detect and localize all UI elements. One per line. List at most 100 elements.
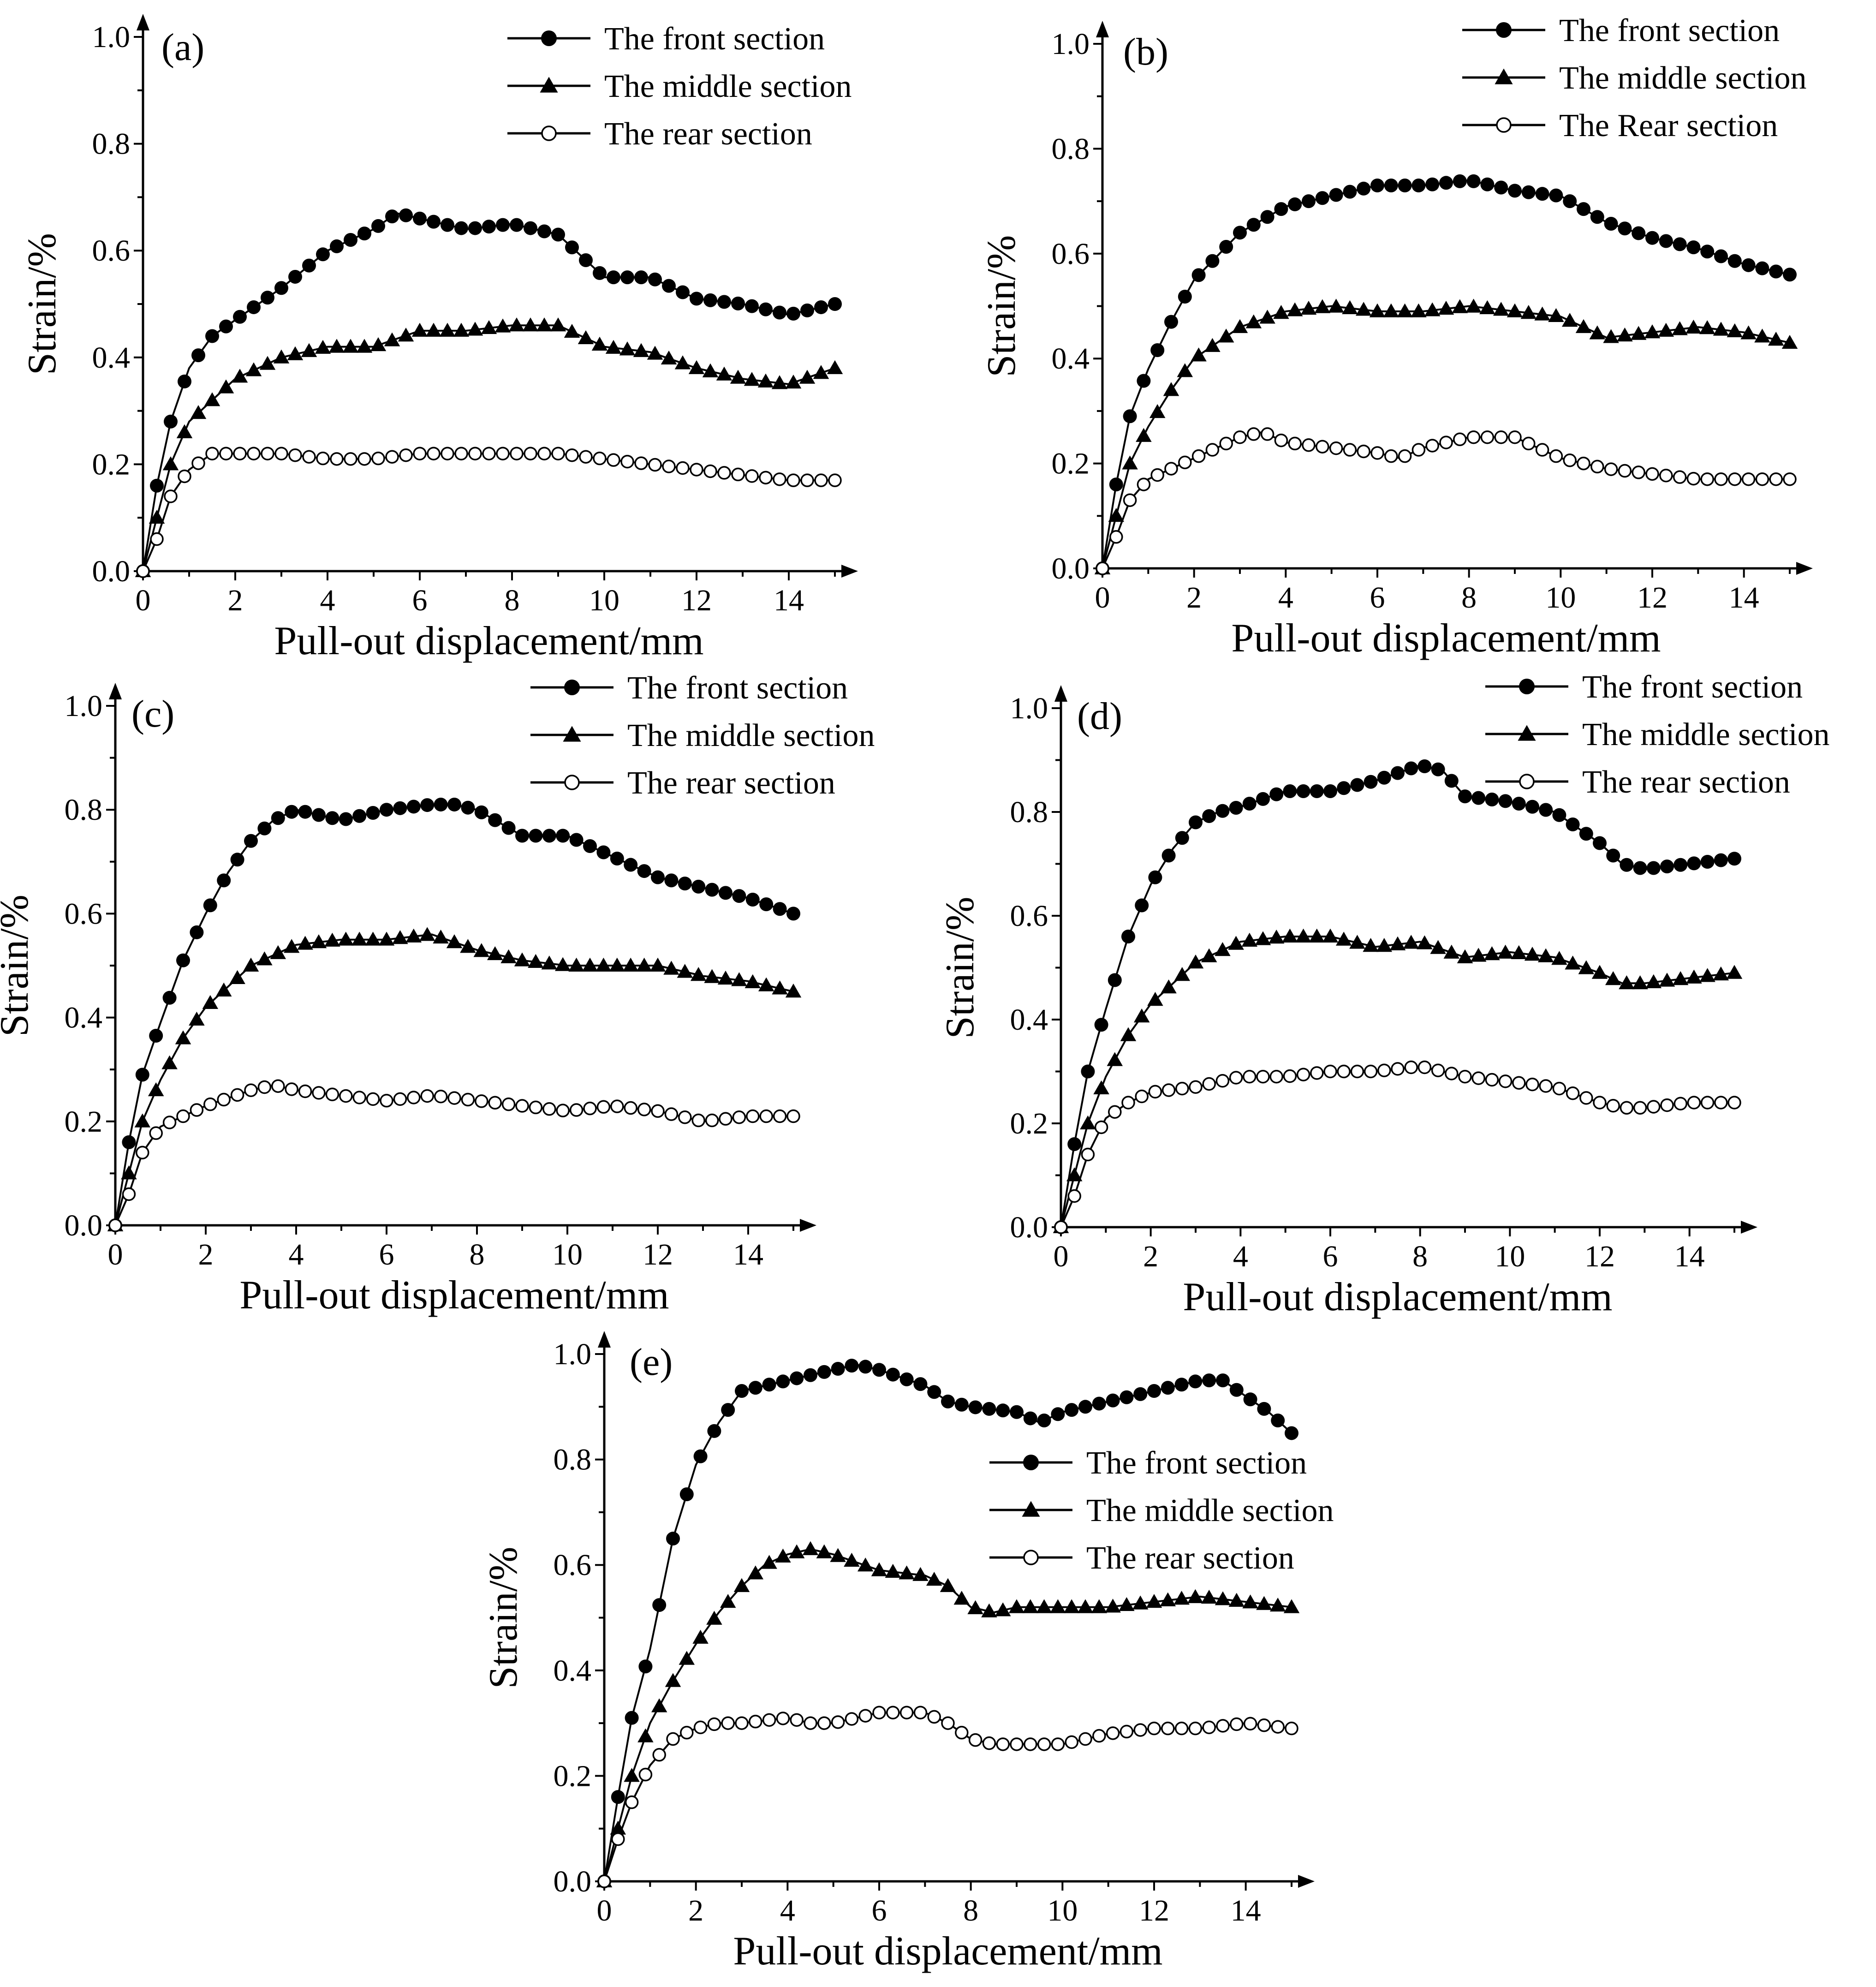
series-2	[597, 1706, 1298, 1888]
legend-label: The middle section	[1559, 60, 1807, 96]
data-point	[1686, 240, 1701, 255]
data-point	[1160, 1592, 1176, 1606]
data-point	[1740, 325, 1757, 340]
data-point	[1350, 778, 1364, 792]
legend-label: The front section	[604, 21, 825, 57]
data-point	[638, 1659, 653, 1674]
data-point	[219, 319, 233, 334]
data-point	[788, 1544, 805, 1558]
data-point	[773, 1109, 787, 1123]
data-point	[1092, 1396, 1106, 1411]
data-point	[203, 1097, 217, 1111]
data-point	[190, 1103, 204, 1117]
data-point	[1466, 174, 1481, 188]
data-point	[1534, 306, 1550, 321]
data-point	[732, 1110, 746, 1124]
data-point	[233, 310, 247, 324]
data-point	[647, 346, 663, 360]
data-point	[1700, 1096, 1715, 1110]
data-point	[759, 1109, 773, 1123]
data-point	[885, 1563, 901, 1578]
data-point	[1178, 455, 1192, 470]
data-point	[1081, 1064, 1095, 1079]
data-point	[1660, 859, 1674, 874]
data-point	[800, 303, 814, 317]
data-point	[721, 1716, 735, 1730]
data-point	[1632, 975, 1648, 990]
legend: The front section The middle section The r…	[989, 1445, 1334, 1576]
data-point	[690, 292, 703, 306]
data-point	[176, 953, 190, 967]
data-point	[1296, 784, 1310, 798]
data-point	[1189, 815, 1203, 829]
data-point	[637, 864, 651, 878]
panel-label: (b)	[1123, 30, 1168, 73]
data-point	[1645, 974, 1662, 988]
data-point	[814, 300, 828, 314]
data-point	[1187, 1589, 1203, 1603]
data-point	[1106, 1726, 1120, 1740]
legend-label: The Rear section	[1559, 108, 1778, 143]
data-point	[1094, 1120, 1108, 1134]
legend-label: The middle section	[627, 718, 875, 753]
data-point	[366, 806, 380, 820]
data-point	[800, 473, 814, 487]
data-point	[1242, 797, 1257, 811]
data-point	[366, 1092, 380, 1106]
data-point	[1245, 314, 1262, 328]
data-point	[1687, 856, 1701, 871]
data-point	[1109, 477, 1123, 492]
data-point	[510, 447, 524, 460]
data-point	[1215, 1591, 1231, 1605]
data-point	[1107, 1052, 1123, 1066]
data-point	[1713, 966, 1729, 981]
data-point	[1674, 858, 1688, 872]
y-tick-label: 0.8	[554, 1443, 592, 1477]
data-point	[1161, 1381, 1175, 1395]
data-point	[771, 375, 788, 389]
data-point	[1535, 443, 1549, 457]
data-point	[578, 330, 594, 345]
data-point	[1604, 462, 1618, 476]
data-point	[1257, 1402, 1271, 1416]
data-point	[731, 296, 745, 310]
data-point	[719, 1112, 733, 1126]
data-point	[1246, 218, 1261, 232]
data-point	[786, 907, 800, 921]
data-point	[1255, 931, 1271, 945]
data-point	[1243, 1070, 1257, 1084]
data-point	[1243, 1392, 1257, 1407]
data-point	[205, 447, 219, 460]
panel-label: (d)	[1077, 695, 1122, 738]
data-point	[1518, 725, 1536, 741]
data-point	[1036, 1599, 1052, 1613]
data-point	[510, 218, 524, 232]
data-point	[1022, 1501, 1040, 1517]
data-point	[583, 1101, 597, 1116]
data-point	[858, 1360, 873, 1374]
data-point	[1024, 1737, 1037, 1751]
data-point	[1496, 22, 1512, 38]
data-point	[1218, 328, 1234, 343]
data-point	[494, 318, 511, 333]
data-point	[1106, 1393, 1120, 1408]
data-point	[1229, 1071, 1243, 1085]
data-point	[190, 925, 204, 939]
data-point	[1256, 1596, 1272, 1610]
data-point	[913, 1377, 928, 1391]
data-point	[1465, 298, 1482, 313]
data-point	[1783, 472, 1797, 486]
data-point	[762, 1713, 776, 1727]
data-point	[1726, 965, 1743, 979]
x-axis-label: Pull-out displacement/mm	[239, 1273, 669, 1318]
data-point	[1256, 1070, 1270, 1084]
data-point	[844, 1552, 860, 1567]
data-point	[298, 805, 312, 819]
data-point	[747, 1565, 764, 1580]
data-point	[1700, 245, 1715, 259]
x-tick-label: 14	[1231, 1894, 1261, 1927]
data-point	[651, 870, 665, 884]
data-point	[1508, 430, 1522, 444]
y-tick-label: 0.2	[65, 1105, 103, 1139]
data-point	[1204, 338, 1221, 352]
